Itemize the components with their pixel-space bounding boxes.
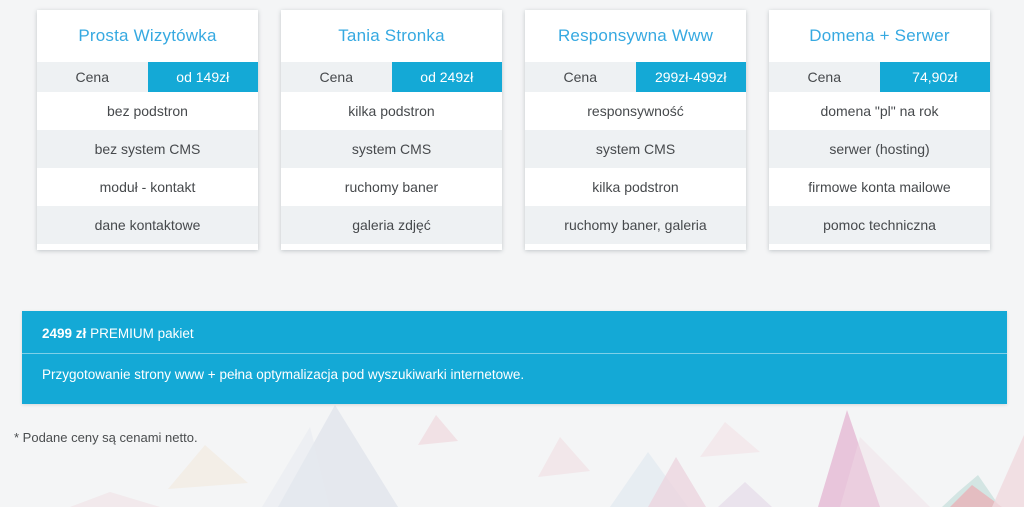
feature-row: system CMS — [525, 130, 746, 168]
price-row: Cena od 249zł — [281, 62, 502, 92]
price-button[interactable]: od 149zł — [147, 62, 258, 92]
feature-row: domena "pl" na rok — [769, 92, 990, 130]
banner-divider — [22, 353, 1007, 354]
feature-row: dane kontaktowe — [37, 206, 258, 244]
feature-row: kilka podstron — [281, 92, 502, 130]
premium-title-text: PREMIUM pakiet — [90, 326, 194, 341]
pricing-card-domena-serwer: Domena + Serwer Cena 74,90zł domena "pl"… — [769, 10, 990, 250]
premium-price: 2499 zł — [42, 326, 87, 341]
price-row: Cena 74,90zł — [769, 62, 990, 92]
price-label: Cena — [37, 62, 148, 92]
feature-row: kilka podstron — [525, 168, 746, 206]
pricing-card-tania-stronka: Tania Stronka Cena od 249zł kilka podstr… — [281, 10, 502, 250]
feature-row: ruchomy baner — [281, 168, 502, 206]
plan-title: Responsywna Www — [557, 26, 714, 45]
pricing-cards: Prosta Wizytówka Cena od 149zł bez podst… — [0, 0, 1024, 250]
price-label: Cena — [281, 62, 392, 92]
price-row: Cena 299zł-499zł — [525, 62, 746, 92]
feature-row: system CMS — [281, 130, 502, 168]
plan-title: Domena + Serwer — [809, 26, 950, 45]
price-label: Cena — [769, 62, 880, 92]
feature-row: responsywność — [525, 92, 746, 130]
net-prices-footnote: * Podane ceny są cenami netto. — [14, 430, 198, 445]
feature-row: serwer (hosting) — [769, 130, 990, 168]
price-button[interactable]: 74,90zł — [879, 62, 990, 92]
price-button[interactable]: 299zł-499zł — [635, 62, 746, 92]
feature-row: galeria zdjęć — [281, 206, 502, 244]
plan-title: Tania Stronka — [338, 26, 445, 45]
feature-row: ruchomy baner, galeria — [525, 206, 746, 244]
plan-title: Prosta Wizytówka — [78, 26, 217, 45]
premium-banner: 2499 zł PREMIUM pakiet Przygotowanie str… — [22, 311, 1007, 404]
price-row: Cena od 149zł — [37, 62, 258, 92]
price-button[interactable]: od 249zł — [391, 62, 502, 92]
feature-row: firmowe konta mailowe — [769, 168, 990, 206]
feature-row: pomoc techniczna — [769, 206, 990, 244]
feature-row: bez podstron — [37, 92, 258, 130]
premium-title: 2499 zł PREMIUM pakiet — [42, 325, 987, 343]
price-label: Cena — [525, 62, 636, 92]
feature-row: bez system CMS — [37, 130, 258, 168]
pricing-card-responsywna-www: Responsywna Www Cena 299zł-499zł respons… — [525, 10, 746, 250]
premium-description: Przygotowanie strony www + pełna optymal… — [42, 367, 525, 382]
pricing-card-prosta-wizytowka: Prosta Wizytówka Cena od 149zł bez podst… — [37, 10, 258, 250]
feature-row: moduł - kontakt — [37, 168, 258, 206]
